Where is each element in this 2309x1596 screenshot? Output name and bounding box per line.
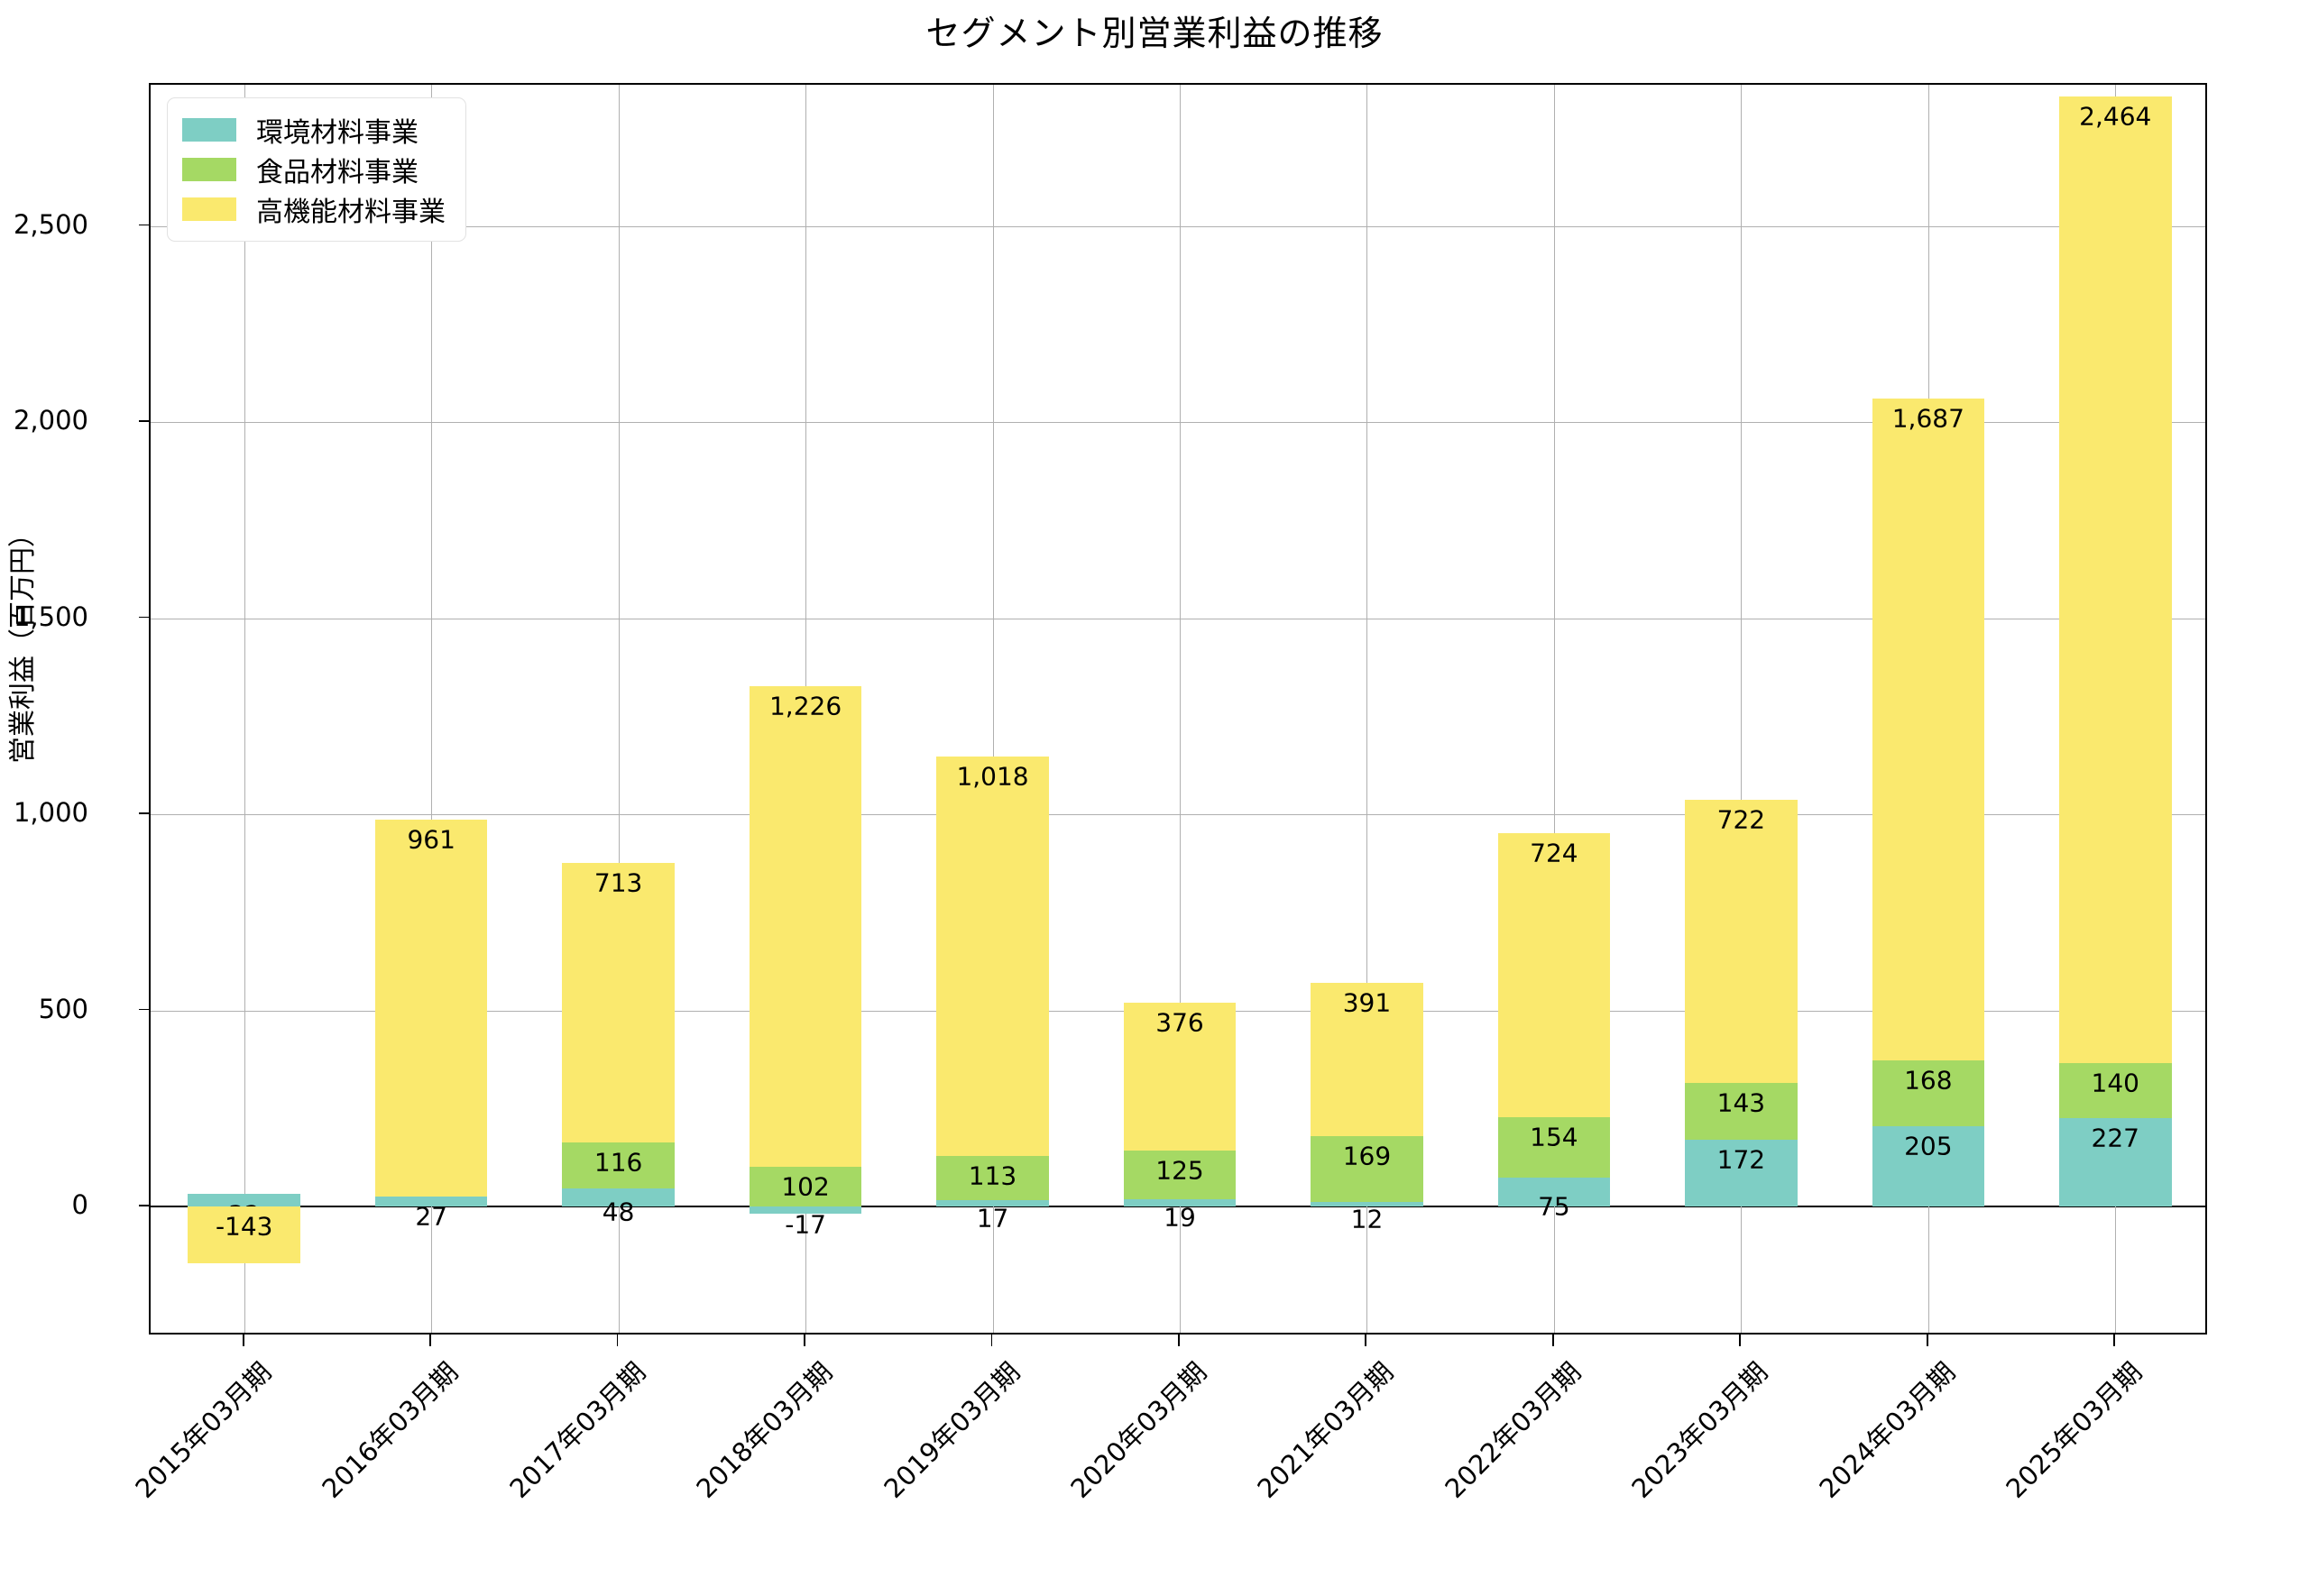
bar-segment[interactable] — [1497, 1116, 1611, 1178]
bar-segment[interactable] — [2059, 1062, 2172, 1118]
bar-segment[interactable] — [1497, 1177, 1611, 1207]
bar-segment[interactable] — [1311, 982, 1423, 1136]
y-axis-tick-mark — [139, 420, 149, 422]
bar-segment[interactable] — [562, 1142, 675, 1188]
bar-segment[interactable] — [562, 862, 675, 1143]
x-axis-tick-mark — [1926, 1335, 1928, 1346]
x-axis-tick-mark — [990, 1335, 993, 1346]
x-axis-tick-mark — [1739, 1335, 1742, 1346]
gridline-vertical — [1553, 85, 1555, 1333]
gridline-horizontal — [151, 422, 2205, 424]
bar-segment[interactable] — [1685, 800, 1798, 1084]
legend-swatch-icon — [182, 118, 236, 142]
x-axis-tick-mark — [616, 1335, 619, 1346]
bar-segment[interactable] — [936, 1155, 1049, 1200]
bar-segment[interactable] — [562, 1188, 675, 1207]
y-axis-tick-label: 2,500 — [13, 208, 88, 240]
gridline-vertical — [1366, 85, 1368, 1333]
chart-title: セグメント別営業利益の推移 — [925, 14, 1384, 53]
legend-label: 食品材料事業 — [256, 157, 419, 188]
bar-segment[interactable] — [1685, 1083, 1798, 1140]
bar-segment[interactable] — [188, 1206, 300, 1263]
bar-segment[interactable] — [2059, 1117, 2172, 1207]
gridline-vertical — [992, 85, 994, 1333]
x-axis-tick-mark — [1365, 1335, 1367, 1346]
legend-item-environment: 環境材料事業 — [182, 110, 446, 150]
legend-label: 高機能材料事業 — [256, 197, 446, 228]
bar-segment[interactable] — [1123, 1199, 1237, 1207]
y-axis-tick-mark — [139, 812, 149, 814]
bar-segment[interactable] — [2059, 96, 2172, 1063]
bar-segment[interactable] — [374, 819, 488, 1197]
gridline-vertical — [244, 85, 245, 1333]
y-axis-tick-label: 2,000 — [13, 405, 88, 436]
bar-segment[interactable] — [749, 1206, 862, 1214]
gridline-vertical — [1741, 85, 1743, 1333]
bar-segment[interactable] — [1872, 1126, 1985, 1207]
x-axis-tick-mark — [2113, 1335, 2116, 1346]
legend-swatch-icon — [182, 158, 236, 181]
bar-segment[interactable] — [1311, 1202, 1423, 1207]
x-axis-tick-mark — [1178, 1335, 1180, 1346]
y-axis-tick-mark — [139, 616, 149, 619]
legend-item-food: 食品材料事業 — [182, 150, 446, 189]
bar-segment[interactable] — [1123, 1003, 1237, 1151]
bar-segment[interactable] — [1872, 1060, 1985, 1127]
gridline-vertical — [618, 85, 620, 1333]
bar-segment[interactable] — [1123, 1150, 1237, 1200]
y-axis-tick-mark — [139, 224, 149, 226]
y-axis-tick-mark — [139, 1205, 149, 1206]
x-axis-tick-mark — [429, 1335, 431, 1346]
legend-item-highfunction: 高機能材料事業 — [182, 189, 446, 229]
y-axis-tick-label: 500 — [38, 993, 88, 1024]
gridline-horizontal — [151, 814, 2205, 816]
x-axis-tick-mark — [804, 1335, 805, 1346]
zero-baseline — [151, 1206, 2205, 1208]
bar-segment[interactable] — [749, 1167, 862, 1207]
chart-container: セグメント別営業利益の推移 営業利益（百万円） 32-1432796148116… — [7, 14, 2207, 1504]
gridline-vertical — [1180, 85, 1181, 1333]
y-axis-tick-label: 1,500 — [13, 601, 88, 632]
bar-segment[interactable] — [1497, 832, 1611, 1117]
y-axis-label: 営業利益（百万円） — [7, 520, 39, 764]
y-axis-tick-label: 0 — [71, 1189, 88, 1221]
bar-segment[interactable] — [374, 1196, 488, 1207]
y-axis-tick-label: 1,000 — [13, 797, 88, 829]
bar-segment[interactable] — [936, 1200, 1049, 1207]
bar-segment[interactable] — [1685, 1139, 1798, 1207]
bar-segment[interactable] — [1311, 1135, 1423, 1203]
gridline-horizontal — [151, 225, 2205, 227]
bar-segment[interactable] — [188, 1194, 300, 1207]
legend-swatch-icon — [182, 197, 236, 221]
gridline-vertical — [431, 85, 433, 1333]
bar-segment[interactable] — [936, 756, 1049, 1156]
x-axis-tick-mark — [242, 1335, 244, 1346]
chart-legend: 環境材料事業 食品材料事業 高機能材料事業 — [167, 97, 466, 242]
x-axis-tick-mark — [1551, 1335, 1554, 1346]
y-axis-tick-mark — [139, 1008, 149, 1011]
plot-area: 32-1432796148116713-171021,226171131,018… — [149, 83, 2207, 1335]
legend-label: 環境材料事業 — [256, 117, 419, 149]
bar-segment[interactable] — [749, 685, 862, 1168]
bar-segment[interactable] — [1872, 399, 1985, 1061]
